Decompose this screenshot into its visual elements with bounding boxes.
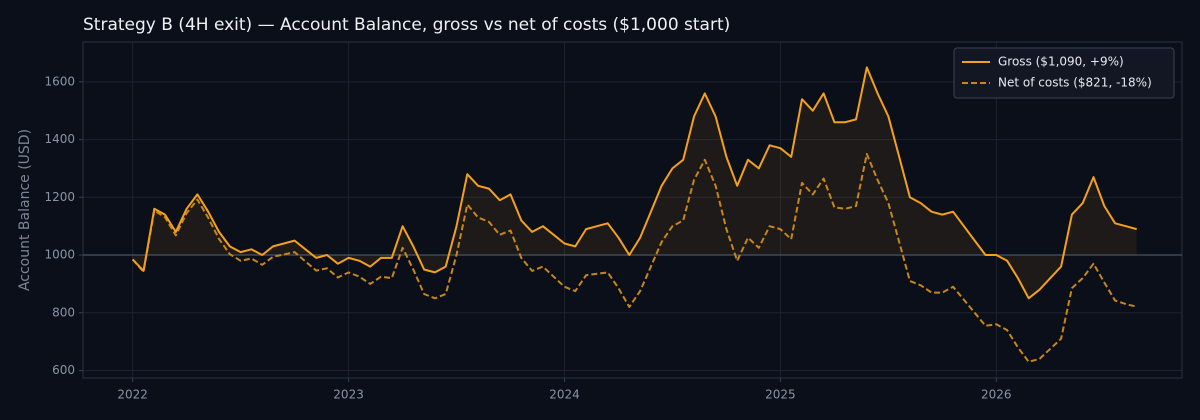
legend: Gross ($1,090, +9%) Net of costs ($821, -… <box>953 47 1175 99</box>
plot-frame <box>82 41 1183 379</box>
y-tick-label: 800 <box>52 305 75 319</box>
series-line <box>131 66 1137 300</box>
x-tick-label: 2023 <box>333 388 364 402</box>
x-tick-label: 2026 <box>981 388 1012 402</box>
y-tick-label: 1600 <box>44 74 75 88</box>
y-tick-label: 600 <box>52 363 75 377</box>
chart-title: Strategy B (4H exit) — Account Balance, … <box>83 15 730 35</box>
y-tick-label: 1200 <box>44 190 75 204</box>
y-axis-label: Account Balance (USD) <box>17 129 33 291</box>
series-line <box>131 153 1137 363</box>
x-tick-label: 2022 <box>117 388 148 402</box>
legend-label: Net of costs ($821, -18%) <box>998 76 1152 90</box>
area-fill <box>132 67 1137 299</box>
y-tick-label: 1400 <box>44 132 75 146</box>
x-tick-label: 2025 <box>765 388 796 402</box>
legend-box <box>953 47 1175 99</box>
x-tick-label: 2024 <box>549 388 580 402</box>
y-tick-label: 1000 <box>44 248 75 262</box>
legend-label: Gross ($1,090, +9%) <box>998 55 1124 69</box>
